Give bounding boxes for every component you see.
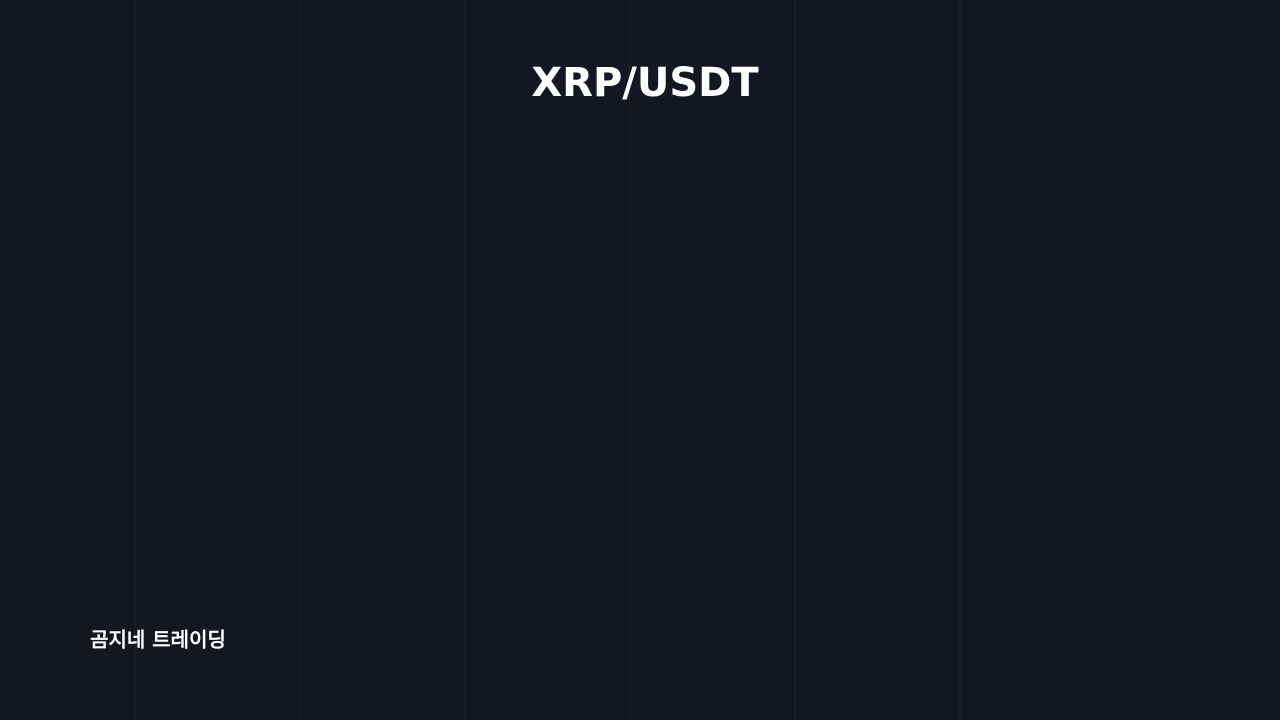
watermark: 곰지네 트레이딩 — [90, 628, 226, 652]
vertical-grid — [134, 0, 961, 720]
chart-title: XRP/USDT — [531, 60, 759, 106]
